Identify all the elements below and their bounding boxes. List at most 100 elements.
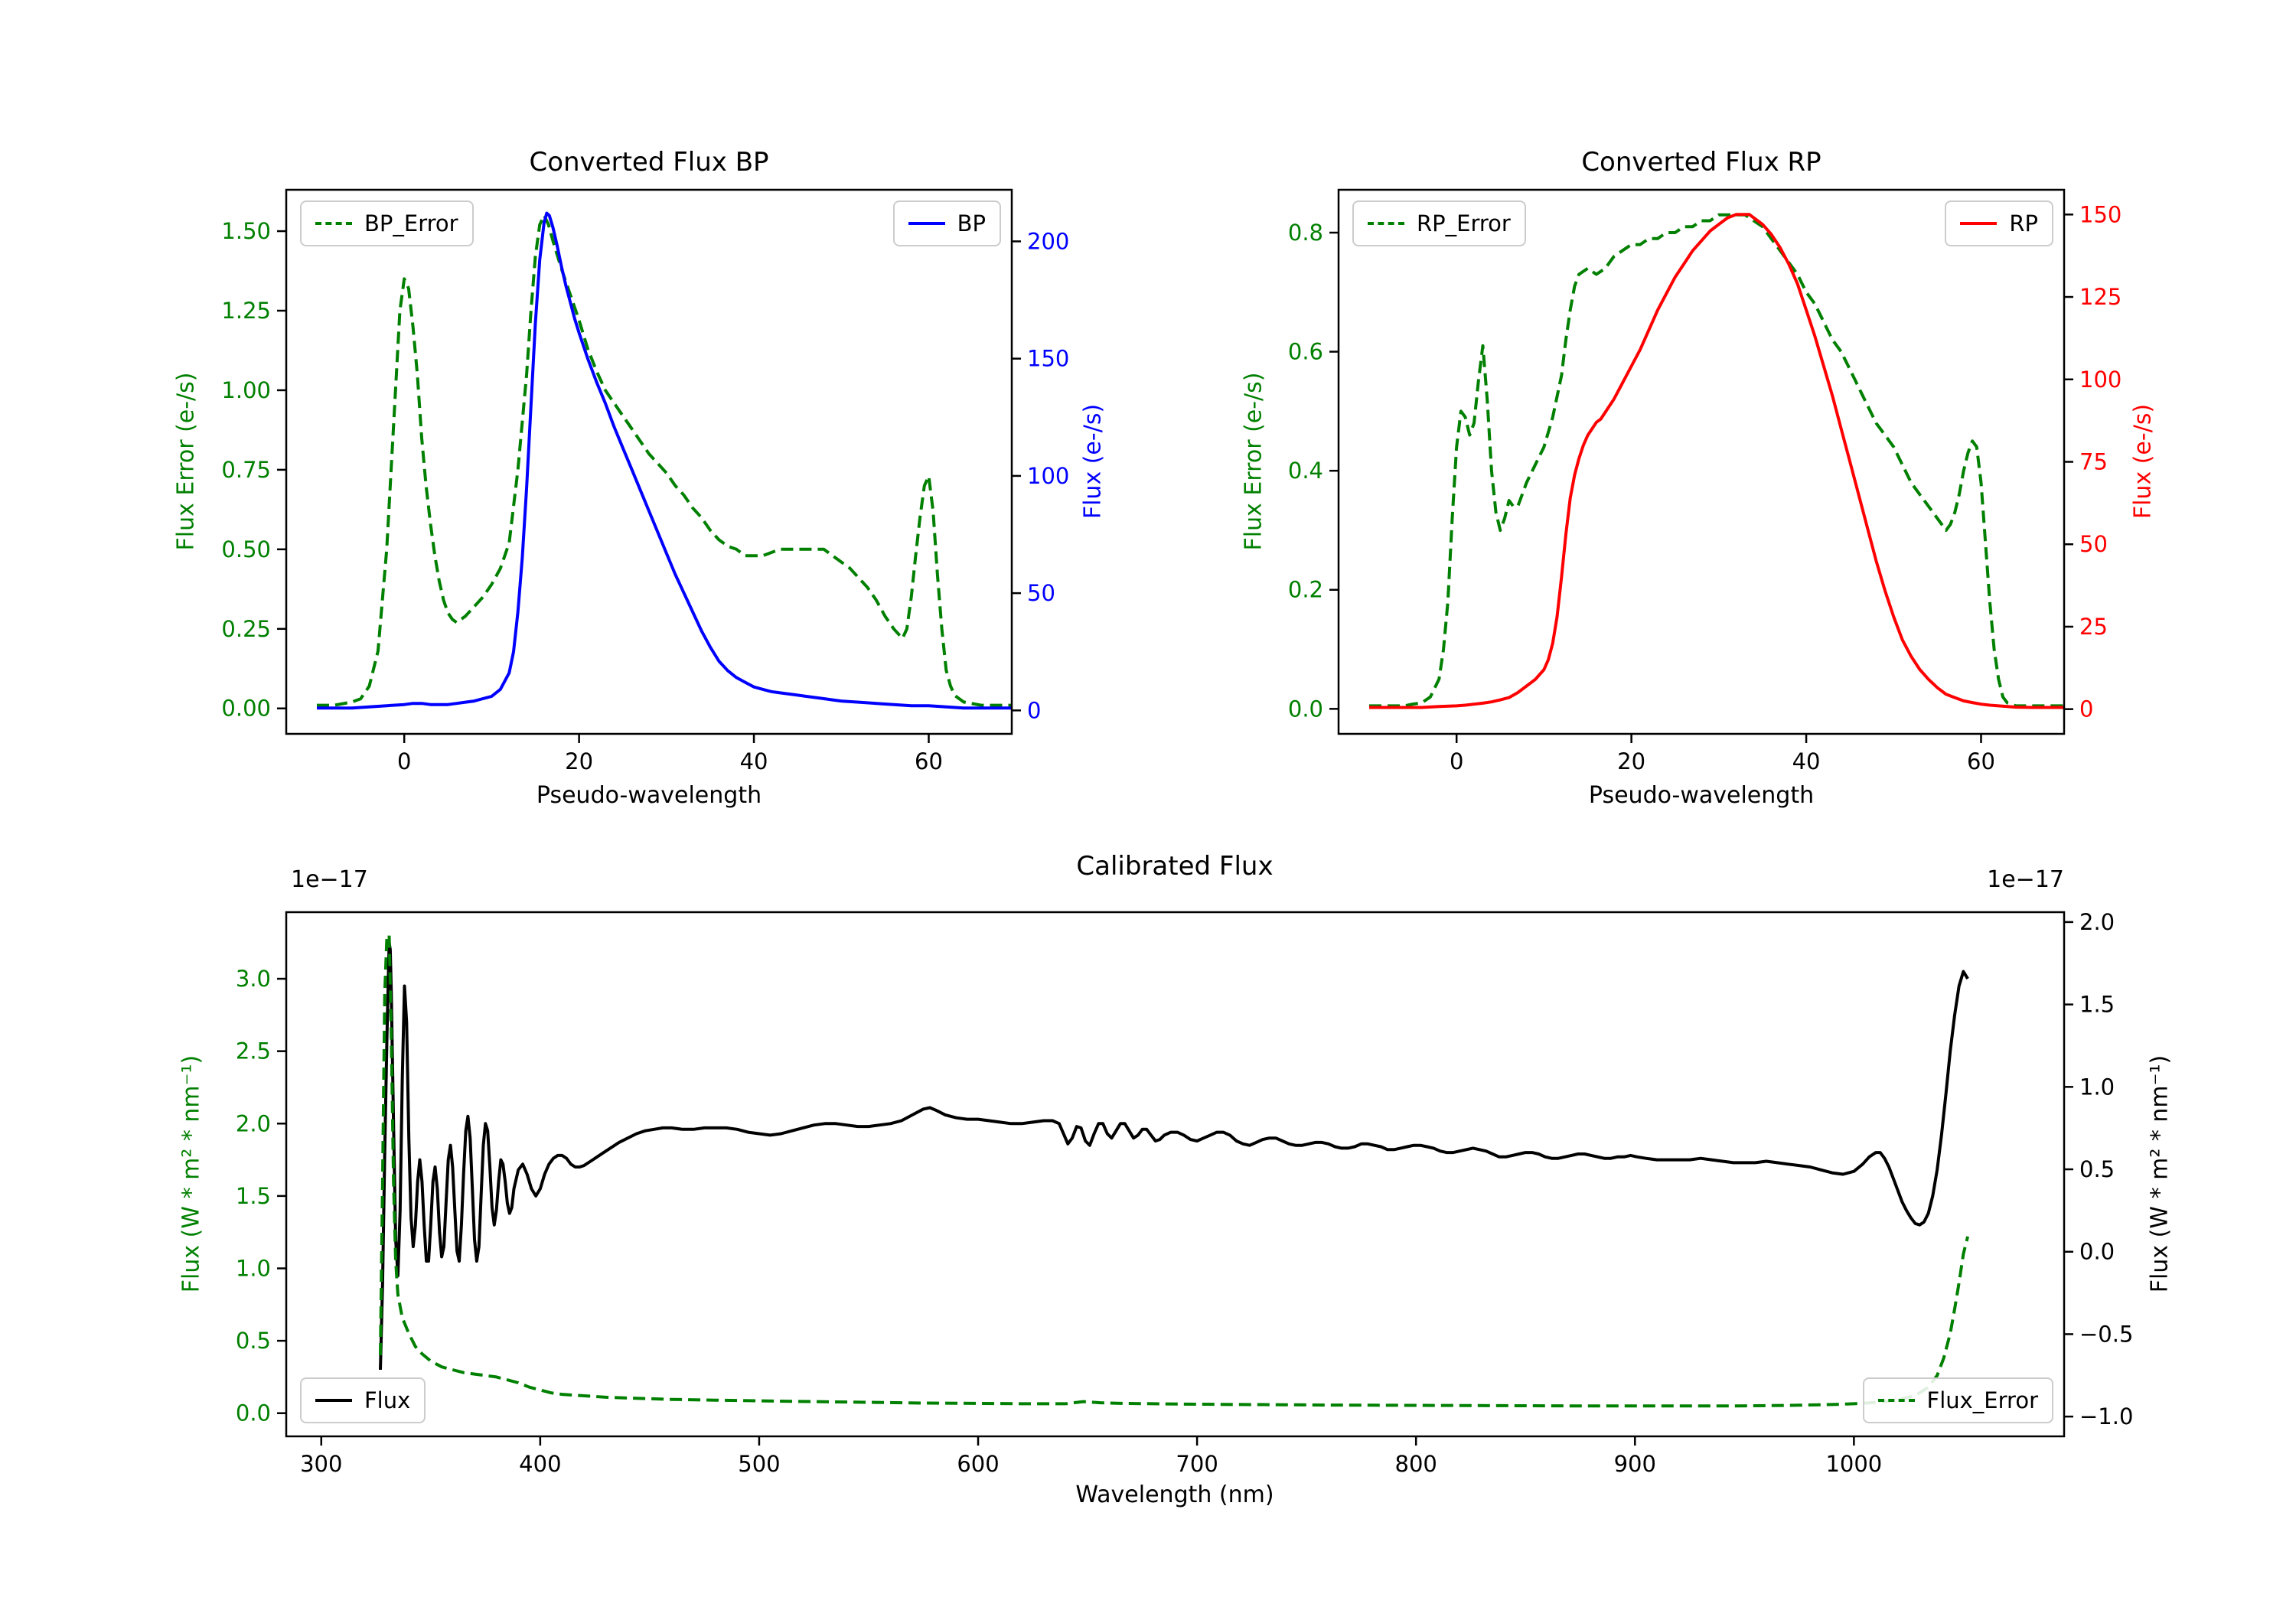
right-y-tick-label: 0 bbox=[2079, 696, 2093, 722]
right-y-tick-label: 125 bbox=[2079, 284, 2122, 310]
left-y-tick-label: 1.0 bbox=[236, 1255, 271, 1281]
right-axis-offset-text: 1e−17 bbox=[1987, 866, 2064, 893]
x-tick-label: 40 bbox=[1792, 748, 1821, 774]
right-y-tick-label: 0 bbox=[1027, 697, 1041, 723]
solid-line-icon bbox=[908, 222, 945, 225]
x-tick-label: 40 bbox=[740, 748, 768, 774]
rp-error-legend: RP_Error bbox=[1352, 200, 1526, 246]
dashed-line-icon bbox=[315, 222, 352, 225]
right-y-tick-label: −1.0 bbox=[2079, 1403, 2133, 1429]
right-y-tick-label: 0.5 bbox=[2079, 1156, 2115, 1182]
bp-legend-label: BP bbox=[957, 210, 986, 236]
dashed-line-icon bbox=[1877, 1399, 1915, 1402]
bp-left-yaxis-label: Flux Error (e-/s) bbox=[172, 372, 200, 551]
bp-xaxis-label: Pseudo-wavelength bbox=[536, 782, 762, 809]
right-y-tick-label: 150 bbox=[2079, 201, 2122, 227]
right-y-tick-label: 0.0 bbox=[2079, 1239, 2115, 1265]
calibrated-chart-title: Calibrated Flux bbox=[1076, 851, 1274, 882]
right-y-tick-label: 100 bbox=[1027, 463, 1069, 489]
left-y-tick-label: 0.00 bbox=[221, 696, 271, 722]
dashed-line-icon bbox=[1368, 222, 1404, 225]
right-y-tick-label: 50 bbox=[1027, 580, 1055, 606]
rp-legend-label: RP bbox=[2009, 210, 2038, 236]
bp-axes: 0 20 40 60 0.00 0.25 0.50 0.75 1.00 1.25 1.50 0 50 10… bbox=[221, 188, 1069, 774]
right-y-tick-label: 25 bbox=[2079, 614, 2108, 640]
solid-line-icon bbox=[315, 1399, 352, 1402]
flux_error-line bbox=[379, 934, 1970, 1408]
calibrated-series bbox=[379, 934, 1970, 1408]
rp-chart-title: Converted Flux RP bbox=[1581, 147, 1821, 178]
solid-line-icon bbox=[1960, 222, 1998, 225]
bp-chart-title: Converted Flux BP bbox=[529, 147, 769, 178]
bp_error-line bbox=[317, 214, 1012, 707]
x-tick-label: 20 bbox=[565, 748, 593, 774]
right-y-tick-label: 1.5 bbox=[2079, 992, 2115, 1018]
flux-legend-label: Flux bbox=[364, 1387, 411, 1413]
flux-error-legend: Flux_Error bbox=[1862, 1377, 2053, 1423]
left-y-tick-label: 0.6 bbox=[1288, 339, 1323, 365]
flux-line bbox=[379, 940, 1969, 1371]
left-y-tick-label: 1.00 bbox=[221, 377, 271, 403]
rp-right-yaxis-label: Flux (e-/s) bbox=[2129, 403, 2157, 520]
left-y-tick-label: 0.75 bbox=[221, 457, 271, 483]
bp-right-yaxis-label: Flux (e-/s) bbox=[1079, 403, 1107, 520]
bp-series bbox=[317, 211, 1012, 710]
right-y-tick-label: −0.5 bbox=[2079, 1321, 2133, 1347]
calibrated-xaxis-label: Wavelength (nm) bbox=[1075, 1482, 1274, 1508]
right-y-tick-label: 200 bbox=[1027, 228, 1069, 254]
right-y-tick-label: 75 bbox=[2079, 449, 2108, 475]
left-y-tick-label: 0.25 bbox=[221, 616, 271, 642]
rp-xaxis-label: Pseudo-wavelength bbox=[1588, 782, 1815, 809]
left-y-tick-label: 3.0 bbox=[236, 966, 271, 992]
rp-axes: 0 20 40 60 0.0 0.2 0.4 0.6 0.8 0 25 50 75 100 125 150 bbox=[1288, 188, 2122, 774]
x-tick-label: 500 bbox=[738, 1451, 780, 1477]
x-tick-label: 800 bbox=[1395, 1451, 1437, 1477]
x-tick-label: 700 bbox=[1176, 1451, 1218, 1477]
rp-legend: RP bbox=[1945, 200, 2053, 246]
left-y-tick-label: 2.0 bbox=[236, 1110, 271, 1136]
bp-error-legend: BP_Error bbox=[300, 200, 474, 246]
left-y-tick-label: 0.4 bbox=[1288, 458, 1323, 484]
x-tick-label: 60 bbox=[1967, 748, 1995, 774]
calibrated-axes: 300 400 500 600 700 800 900 1000 0.0 0.5 1.0 1.5 2.0… bbox=[236, 909, 2134, 1477]
rp-series bbox=[1369, 213, 2064, 709]
x-tick-label: 20 bbox=[1617, 748, 1645, 774]
rp-left-yaxis-label: Flux Error (e-/s) bbox=[1240, 372, 1267, 551]
right-y-tick-label: 100 bbox=[2079, 367, 2122, 393]
right-y-tick-label: 1.0 bbox=[2079, 1074, 2115, 1100]
calibrated-right-yaxis-label: Flux (W * m² * nm⁻¹) bbox=[2146, 1054, 2174, 1293]
right-y-tick-label: 2.0 bbox=[2079, 909, 2115, 935]
right-y-tick-label: 50 bbox=[2079, 531, 2108, 557]
flux-legend: Flux bbox=[300, 1377, 426, 1423]
left-y-tick-label: 2.5 bbox=[236, 1038, 271, 1064]
left-y-tick-label: 0.8 bbox=[1288, 220, 1323, 246]
rp-line bbox=[1369, 213, 2064, 709]
x-tick-label: 0 bbox=[397, 748, 411, 774]
bp-error-legend-label: BP_Error bbox=[364, 210, 458, 236]
rp-error-legend-label: RP_Error bbox=[1417, 210, 1511, 236]
left-axis-offset-text: 1e−17 bbox=[291, 866, 368, 893]
left-y-tick-label: 0.50 bbox=[221, 536, 271, 562]
left-y-tick-label: 0.0 bbox=[1288, 696, 1323, 722]
left-y-tick-label: 1.50 bbox=[221, 218, 271, 244]
right-y-tick-label: 150 bbox=[1027, 346, 1069, 372]
left-y-tick-label: 0.2 bbox=[1288, 577, 1323, 603]
left-y-tick-label: 0.5 bbox=[236, 1328, 271, 1354]
x-tick-label: 300 bbox=[300, 1451, 342, 1477]
left-y-tick-label: 0.0 bbox=[236, 1400, 271, 1426]
x-tick-label: 60 bbox=[915, 748, 943, 774]
x-tick-label: 400 bbox=[519, 1451, 561, 1477]
bp-line bbox=[317, 211, 1012, 710]
rp_error-line bbox=[1369, 213, 2064, 708]
calibrated-left-yaxis-label: Flux (W * m² * nm⁻¹) bbox=[178, 1054, 205, 1293]
x-tick-label: 0 bbox=[1450, 748, 1463, 774]
x-tick-label: 900 bbox=[1614, 1451, 1656, 1477]
left-y-tick-label: 1.25 bbox=[221, 298, 271, 324]
x-tick-label: 1000 bbox=[1825, 1451, 1882, 1477]
bp-legend: BP bbox=[892, 200, 1001, 246]
x-tick-label: 600 bbox=[957, 1451, 999, 1477]
flux-error-legend-label: Flux_Error bbox=[1926, 1387, 2038, 1413]
left-y-tick-label: 1.5 bbox=[236, 1183, 271, 1209]
